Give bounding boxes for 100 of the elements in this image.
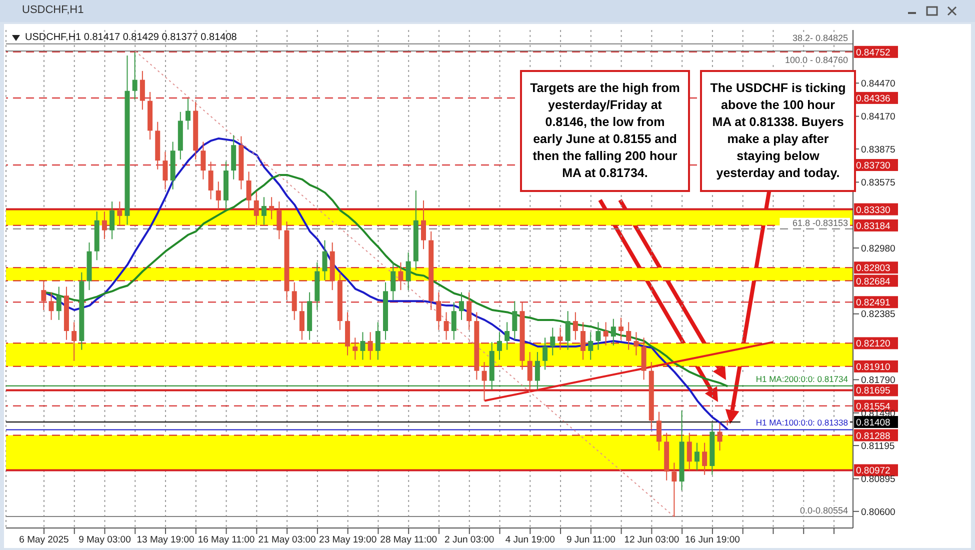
ref-line-label: 0.81910 [856, 362, 890, 373]
candlestick [360, 332, 366, 360]
candlestick [534, 352, 540, 390]
candlestick [572, 312, 578, 340]
x-tick-label: 2 Jun 03:00 [444, 534, 494, 546]
candlestick [398, 262, 404, 291]
candlestick [117, 201, 122, 226]
candlestick [610, 318, 616, 346]
candlestick [406, 252, 411, 291]
x-tick-label: 21 May 03:00 [258, 534, 316, 546]
candlestick [444, 312, 449, 340]
x-tick-label: 28 May 11:00 [380, 534, 438, 546]
candlestick [299, 302, 304, 340]
annotation: 38.2- 0.84825 [792, 32, 848, 43]
candlestick [588, 332, 594, 360]
candlestick [603, 322, 608, 346]
candlestick [565, 310, 570, 350]
candlestick [542, 337, 548, 370]
candlestick [132, 52, 138, 100]
candlestick [458, 292, 464, 320]
ref-line-label: 0.84336 [856, 93, 890, 104]
candlestick [686, 432, 692, 471]
y-tick-label: 0.84170 [861, 112, 896, 123]
candlestick [702, 442, 708, 476]
x-tick-label: 16 Jun 19:00 [685, 534, 740, 546]
candlestick [269, 196, 274, 220]
ref-line-label: 0.82120 [856, 338, 890, 350]
ref-line-label: 0.80972 [856, 466, 890, 477]
ref-line-label: 0.84752 [856, 47, 890, 58]
ref-line-label: 0.81695 [856, 386, 890, 397]
candlestick [352, 337, 358, 360]
candlestick [48, 292, 54, 320]
candlestick [254, 191, 259, 226]
candlestick [208, 161, 214, 200]
candlestick [162, 151, 168, 190]
annotation: 0.0-0.80554 [800, 505, 848, 516]
candlestick [41, 280, 46, 310]
annotation: 100.0 - 0.84760 [784, 55, 848, 66]
candlestick [618, 317, 624, 340]
y-tick-label: 0.82980 [861, 243, 896, 254]
y-tick-label: 0.81195 [861, 440, 895, 452]
candlestick [216, 181, 221, 210]
candlestick [368, 332, 373, 360]
candlestick [292, 282, 297, 320]
candlestick [558, 327, 563, 350]
annotation: Targets are the high from yesterday/Friday at 0.8146, the low from early June at 0.8155 and then the falling 200 hour MA at 0.81734. [520, 70, 690, 192]
candlestick [656, 411, 662, 452]
candlestick [261, 196, 266, 226]
candlestick [496, 332, 502, 360]
x-tick-label: 16 May 11:00 [198, 534, 255, 546]
candlestick [375, 322, 380, 360]
candlestick [200, 141, 206, 180]
x-tick-label: 12 Jun 03:00 [624, 534, 680, 546]
candlestick [322, 240, 328, 281]
candlestick [717, 422, 722, 452]
candlestick [626, 322, 632, 350]
candlestick [527, 352, 532, 390]
candlestick [482, 362, 487, 402]
y-tick-label: 0.83575 [861, 178, 896, 189]
x-tick-label: 13 May 19:00 [136, 534, 194, 546]
x-tick-label: 9 Jun 11:00 [566, 534, 616, 546]
ref-line-label: 0.81288 [856, 430, 890, 442]
candlestick [246, 171, 252, 210]
x-tick-label: 6 May 2025 [19, 534, 69, 546]
candlestick [634, 332, 639, 356]
candlestick [596, 322, 601, 350]
ref-line-label: 0.83730 [856, 160, 890, 172]
ref-line-label: 0.83184 [856, 220, 890, 232]
candlestick [580, 322, 586, 360]
x-tick-label: 4 Jun 19:00 [505, 534, 555, 546]
candlestick [110, 201, 115, 240]
candlestick [276, 201, 282, 240]
candlestick [550, 327, 556, 356]
x-tick-label: 9 May 03:00 [78, 534, 131, 546]
ref-line-label: 0.82684 [856, 276, 890, 288]
candlestick [504, 322, 510, 350]
candlestick [186, 98, 191, 130]
candlestick [140, 70, 145, 110]
ref-line-label: 0.82803 [856, 263, 890, 274]
ref-line-label: H1 MA:100:0:0: 0.81338 [756, 418, 848, 428]
annotation: 61.8 -0.83153 [792, 218, 848, 228]
candlestick [451, 302, 456, 340]
y-tick-label: 0.83875 [861, 144, 896, 156]
candlestick [102, 210, 107, 240]
candlestick [694, 442, 700, 471]
candlestick [390, 262, 396, 301]
x-tick-label: 23 May 19:00 [319, 534, 377, 546]
candlestick [421, 200, 426, 250]
candlestick [466, 292, 472, 330]
candlestick [436, 292, 442, 330]
chart-subtitle: USDCHF,H1 [22, 4, 84, 16]
annotation: The USDCHF is ticking above the 100 hour MA at 0.81338. Buyers make a play after staying below yesterday and today. [700, 70, 856, 192]
y-tick-label: 0.81790 [861, 375, 896, 386]
y-tick-label: 0.84470 [861, 78, 896, 90]
candlestick [56, 286, 62, 320]
ref-line-label: H1 MA:200:0:0: 0.81734 [756, 374, 848, 384]
candlestick [72, 322, 77, 362]
ref-line-label: 0.82491 [856, 298, 890, 309]
ref-line-label: 0.81408 [856, 417, 890, 428]
candlestick [512, 300, 518, 340]
